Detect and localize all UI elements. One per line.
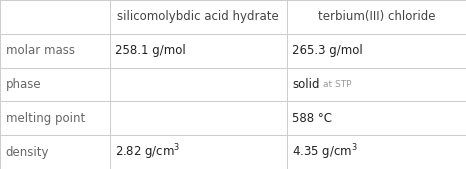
Text: molar mass: molar mass (6, 44, 75, 57)
Text: terbium(III) chloride: terbium(III) chloride (317, 10, 435, 23)
Text: at STP: at STP (322, 80, 351, 89)
Text: phase: phase (6, 78, 41, 91)
Text: melting point: melting point (6, 112, 85, 125)
Text: 258.1 g/mol: 258.1 g/mol (115, 44, 186, 57)
Text: 265.3 g/mol: 265.3 g/mol (292, 44, 363, 57)
Text: solid: solid (292, 78, 320, 91)
Text: silicomolybdic acid hydrate: silicomolybdic acid hydrate (117, 10, 279, 23)
Text: 588 °C: 588 °C (292, 112, 332, 125)
Text: 4.35 g/cm$^{3}$: 4.35 g/cm$^{3}$ (292, 142, 358, 162)
Text: 2.82 g/cm$^{3}$: 2.82 g/cm$^{3}$ (115, 142, 181, 162)
Text: density: density (6, 146, 49, 159)
